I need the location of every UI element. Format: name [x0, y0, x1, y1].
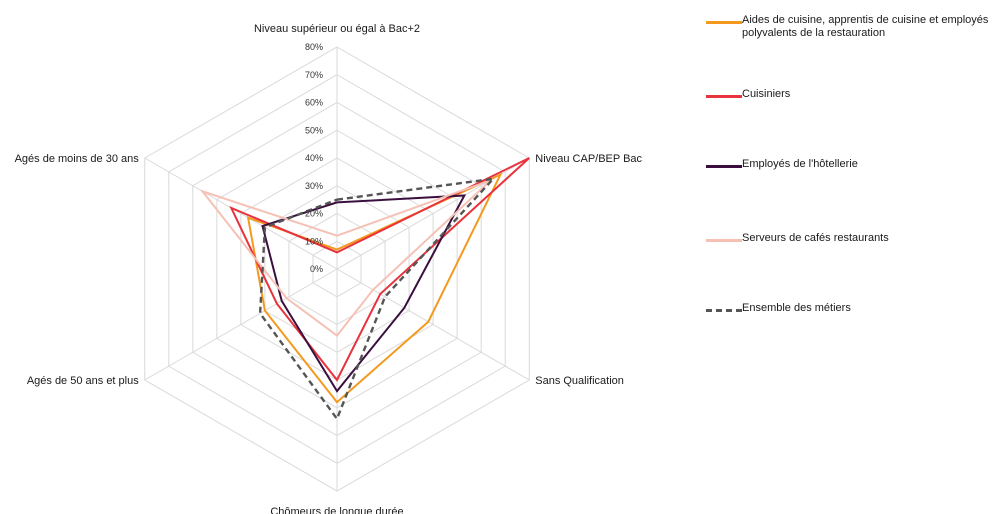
tick-label: 70% — [305, 70, 323, 80]
legend-swatch — [706, 309, 742, 312]
legend-label: Ensemble des métiers — [742, 302, 851, 314]
axis-label: Niveau CAP/BEP Bac — [535, 153, 642, 165]
series-line-0 — [246, 172, 503, 404]
series-line-4 — [258, 177, 497, 422]
tick-label: 80% — [305, 42, 323, 52]
series-line-2 — [261, 194, 467, 393]
tick-label: 50% — [305, 125, 323, 135]
tick-label: 10% — [305, 236, 323, 246]
legend-swatch — [706, 95, 742, 98]
tick-label: 40% — [305, 153, 323, 163]
legend-label: Aides de cuisine, apprentis de cuisine e… — [742, 14, 989, 39]
series-line-1 — [229, 157, 530, 382]
legend-label: Employés de l'hôtellerie — [742, 158, 858, 170]
axis-label: Chômeurs de longue durée — [270, 506, 403, 514]
axis-labels: Niveau supérieur ou égal à Bac+2 Niveau C… — [15, 23, 643, 514]
legend-swatch — [706, 239, 742, 242]
legend-item: Serveurs de cafés restaurants — [706, 232, 996, 245]
grid-spoke — [144, 157, 338, 270]
tick-label: 0% — [310, 264, 323, 274]
grid-spoke — [144, 268, 338, 381]
tick-label: 60% — [305, 98, 323, 108]
legend-item: Employés de l'hôtellerie — [706, 158, 996, 171]
legend-item: Ensemble des métiers — [706, 302, 996, 315]
legend-label: Serveurs de cafés restaurants — [742, 232, 889, 244]
radar-series — [199, 157, 530, 422]
legend-item: Aides de cuisine, apprentis de cuisine e… — [706, 14, 996, 40]
axis-label: Agés de moins de 30 ans — [15, 153, 140, 165]
axis-label: Niveau supérieur ou égal à Bac+2 — [254, 23, 420, 35]
grid-spoke — [336, 268, 530, 381]
legend-swatch — [706, 21, 742, 24]
radar-grid — [144, 46, 530, 492]
axis-label: Sans Qualification — [535, 375, 624, 387]
legend-item: Cuisiniers — [706, 88, 996, 101]
legend-label: Cuisiniers — [742, 88, 791, 100]
axis-label: Agés de 50 ans et plus — [27, 375, 139, 387]
radial-tick-labels: 0% 10% 20% 30% 40% 50% 60% 70% 80% — [305, 42, 323, 274]
legend-swatch — [706, 165, 742, 168]
series-line-3 — [199, 179, 492, 337]
tick-label: 20% — [305, 209, 323, 219]
tick-label: 30% — [305, 181, 323, 191]
